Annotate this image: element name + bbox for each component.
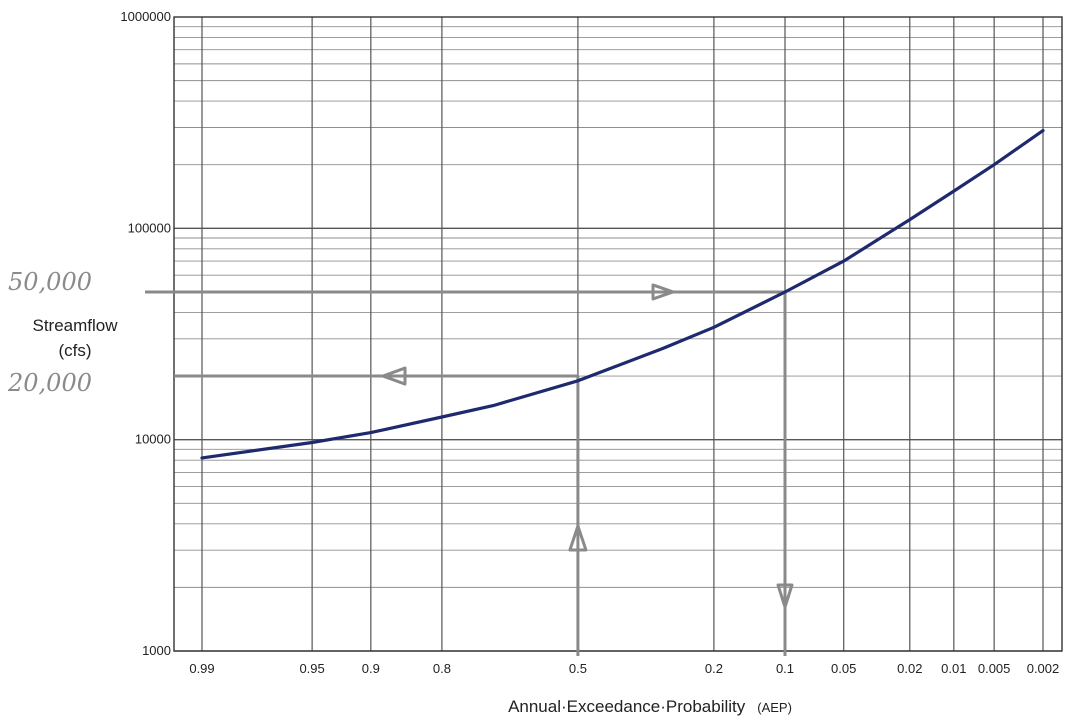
x-tick-label: 0.5: [569, 661, 587, 676]
x-tick-label: 0.002: [1027, 661, 1060, 676]
plot-background: [174, 17, 1062, 651]
x-tick-label: 0.95: [299, 661, 324, 676]
x-tick-label: 0.02: [897, 661, 922, 676]
arrow-up-icon: [568, 524, 588, 552]
y-axis-label: (cfs): [58, 341, 91, 360]
x-tick-label: 0.1: [776, 661, 794, 676]
arrow-right-icon: [651, 283, 675, 301]
x-tick-label: 0.9: [362, 661, 380, 676]
handwritten-label: 50,000: [8, 268, 92, 296]
arrow-down-icon: [776, 583, 794, 609]
x-axis-label: Annual·Exceedance·Probability (AEP): [508, 697, 792, 716]
arrow-left-icon: [381, 366, 407, 386]
handwritten-label: 20,000: [7, 369, 92, 397]
y-axis-label: Streamflow: [32, 316, 118, 335]
plot-frame: [173, 16, 1063, 652]
y-tick-label: 1000: [142, 643, 171, 658]
x-tick-label: 0.2: [705, 661, 723, 676]
x-tick-label: 0.005: [978, 661, 1011, 676]
x-tick-label: 0.8: [433, 661, 451, 676]
x-tick-label: 0.01: [941, 661, 966, 676]
y-tick-label: 10000: [135, 432, 171, 447]
x-tick-label: 0.99: [189, 661, 214, 676]
x-tick-label: 0.05: [831, 661, 856, 676]
y-tick-label: 1000000: [120, 9, 171, 24]
y-tick-label: 100000: [128, 220, 171, 235]
frequency-curve: [200, 129, 1045, 460]
